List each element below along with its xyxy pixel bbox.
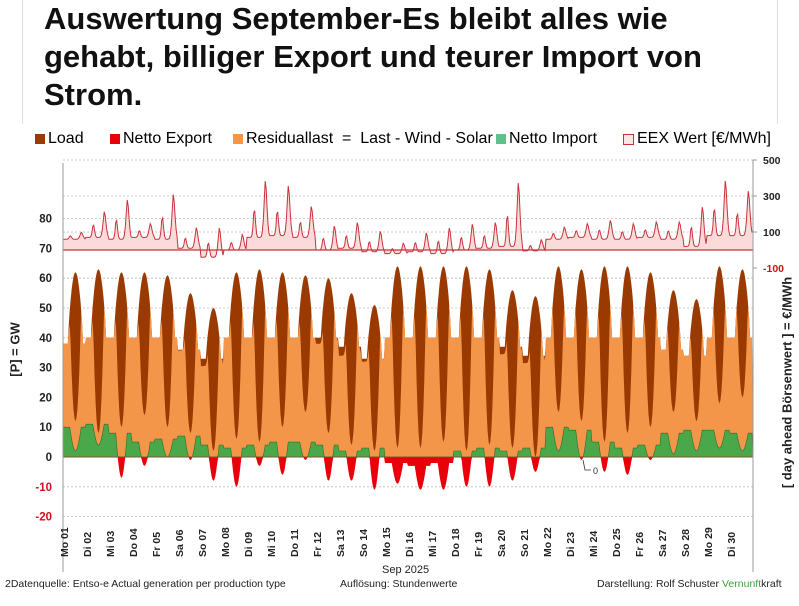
x-tick-day: Mo 15 [381,527,393,557]
x-tick-day: Mo 01 [59,527,71,557]
x-tick-day: Do 11 [289,529,301,557]
x-tick-day: Di 16 [404,532,416,557]
y-tick-left: -10 [35,482,52,494]
footer-author: Darstellung: Rolf Schuster [597,578,719,590]
annotation-leader [582,459,591,471]
price-line [63,180,753,258]
x-tick-day: Mi 03 [105,531,117,557]
x-tick-day: Mi 24 [588,531,600,557]
x-tick-day: Di 30 [726,532,738,557]
x-tick-day: Mi 17 [427,531,439,557]
x-tick-day: Di 09 [243,532,255,557]
x-tick-day: Fr 05 [151,532,163,557]
title-card [22,0,778,124]
footer-source: 2Datenquelle: Entso-e Actual generation … [5,578,286,590]
x-tick-day: Sa 27 [657,529,669,557]
legend-residuallast: Residuallast = Last - Wind - Solar [233,130,493,148]
x-tick-day: Di 02 [82,532,94,557]
x-tick-day: Di 23 [565,532,577,557]
legend-netto-export: Netto Export [110,130,212,148]
y-tick-left: 50 [39,303,52,315]
y-axis-label-right: [ day ahead Börsenwert ] = €/MWh [779,276,795,489]
x-tick-day: Mi 10 [266,531,278,557]
x-tick-day: Fr 12 [312,532,324,557]
residual-area [63,304,753,457]
y-tick-right: 100 [763,227,781,239]
y-tick-right: 300 [763,191,781,203]
y-tick-right: -100 [763,263,784,275]
annotation-zero: 0 [593,466,598,476]
x-tick-day: So 28 [680,529,692,557]
y-tick-right: 500 [763,155,781,167]
x-tick-day: Mo 29 [703,527,715,557]
x-tick-day: So 14 [358,529,370,557]
y-tick-left: 60 [39,273,52,285]
x-tick-day: Sa 13 [335,529,347,557]
footer-resolution: Auflösung: Stundenwerte [340,578,458,590]
x-tick-day: Fr 19 [473,532,485,557]
y-axis-label-left: [P] = GW [7,322,23,377]
legend-netto-import: Netto Import [496,130,597,148]
x-tick-day: Sa 06 [174,529,186,557]
footer-brand: Vernunftkraft [722,578,782,590]
x-tick-day: Do 04 [128,528,140,557]
y-tick-left: -20 [35,512,52,524]
x-tick-day: Mo 22 [542,527,554,557]
x-tick-day: So 07 [197,529,209,557]
y-tick-left: 30 [39,363,52,375]
y-tick-left: 80 [39,214,52,226]
x-tick-day: Fr 26 [634,532,646,557]
x-tick-day: Do 25 [611,528,623,557]
price-area [63,180,753,258]
x-tick-day: Sa 20 [496,529,508,557]
y-tick-left: 70 [39,243,52,255]
legend-load: Load [35,130,84,148]
x-axis-label: Sep 2025 [382,564,430,576]
y-tick-left: 0 [46,452,52,464]
y-tick-left: 20 [39,392,52,404]
x-tick-day: Mo 08 [220,527,232,557]
y-tick-left: 40 [39,333,52,345]
x-tick-day: So 21 [519,529,531,557]
y-tick-left: 10 [39,422,52,434]
net-export-area [63,457,753,490]
x-tick-day: Do 18 [450,528,462,557]
legend-eex-wert: EEX Wert [€/MWh] [623,130,771,148]
page-title: Auswertung September-Es bleibt alles wie… [44,1,702,112]
